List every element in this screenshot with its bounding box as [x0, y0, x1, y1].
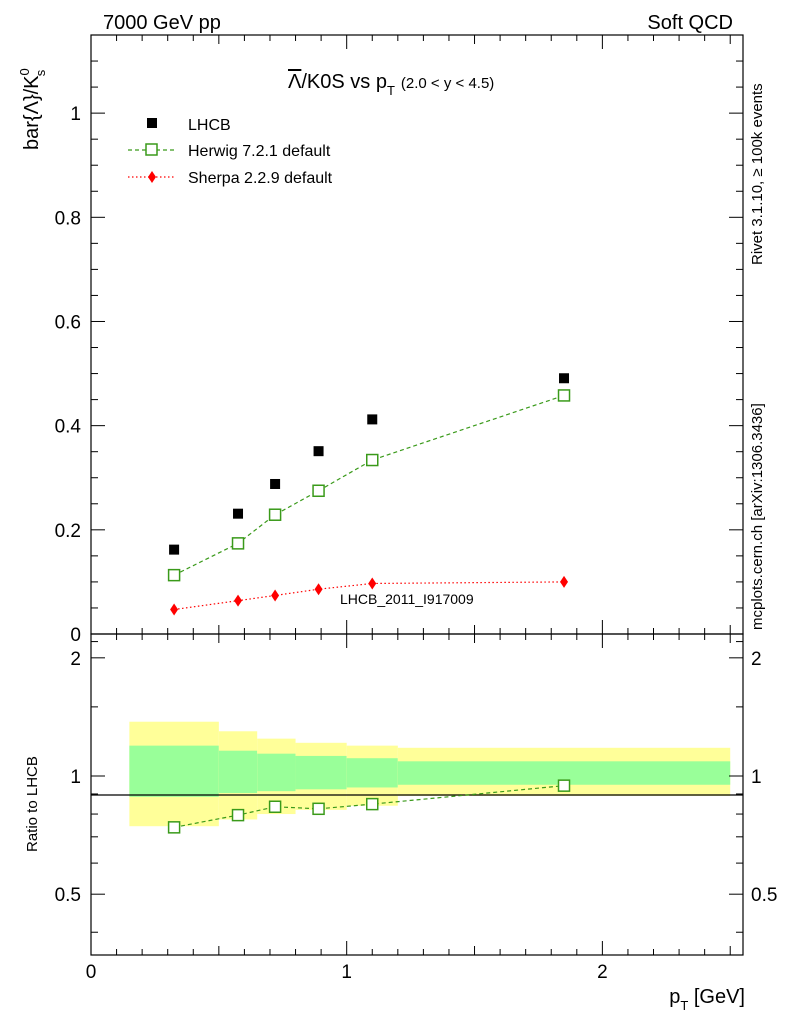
ratio-ytick-label-left: 0.5	[55, 885, 81, 906]
ratio-point-herwig	[268, 800, 282, 814]
ratio-panel-xtick-labels: 0 1 2	[86, 962, 608, 983]
ratio-panel-bands	[129, 721, 731, 827]
legend-marker-lhcb	[147, 118, 157, 128]
series-line	[173, 394, 565, 576]
xlabel-main: p	[669, 986, 680, 1008]
ratio-ytick-label-left: 2	[70, 649, 81, 670]
top-panel-ticks	[90, 35, 743, 635]
top-ytick-label: 0.4	[55, 417, 82, 438]
ratio-series-line	[173, 785, 565, 828]
uncertainty-band-inner	[295, 755, 347, 790]
data-point-lhcb	[559, 373, 570, 384]
xtick-label: 1	[341, 962, 352, 983]
xtick-label: 2	[597, 962, 608, 983]
xlabel-sub: T	[680, 998, 688, 1013]
x-axis-label: pT [GeV]	[669, 986, 745, 1013]
top-ytick-label: 1	[70, 104, 81, 125]
legend-marker-sherpa	[148, 171, 156, 183]
legend-marker-herwig	[145, 143, 158, 156]
data-point-sherpa	[314, 583, 323, 596]
uncertainty-band-inner	[257, 753, 296, 792]
header-left: 7000 GeV pp	[103, 12, 221, 34]
uncertainty-band-inner	[129, 745, 219, 797]
data-point-sherpa	[560, 575, 569, 588]
top-ytick-label: 0.8	[55, 208, 81, 229]
ratio-point-herwig	[231, 808, 245, 822]
legend: LHCB Herwig 7.2.1 default Sherpa 2.2.9 d…	[128, 117, 333, 187]
uncertainty-band-inner	[397, 761, 731, 785]
data-point-herwig	[167, 568, 181, 582]
data-point-lhcb	[233, 508, 244, 519]
ratio-panel-series	[167, 779, 571, 834]
ratio-panel-ytick-labels: 0.5 0.5 1 1 2 2	[55, 649, 778, 906]
data-point-sherpa	[271, 589, 280, 602]
data-point-lhcb	[367, 414, 378, 425]
top-ytick-label: 0	[70, 625, 81, 646]
data-point-herwig	[366, 453, 379, 467]
data-point-sherpa	[368, 577, 377, 590]
xtick-label: 0	[86, 962, 97, 983]
data-point-herwig	[231, 537, 245, 550]
data-point-sherpa	[234, 594, 243, 607]
legend-label-sherpa: Sherpa 2.2.9 default	[188, 170, 333, 187]
ratio-point-herwig	[557, 779, 571, 792]
analysis-watermark: LHCB_2011_I917009	[340, 591, 474, 607]
ratio-panel-frame	[90, 633, 744, 956]
title-range: (2.0 < y < 4.5)	[401, 75, 494, 92]
rivet-label: Rivet 3.1.10, ≥ 100k events	[749, 83, 766, 265]
title-overbar: Λ	[288, 71, 302, 93]
top-ylabel-sub: s	[33, 69, 48, 76]
data-point-sherpa	[170, 603, 179, 616]
top-ylabel-sup: 0	[17, 68, 32, 75]
ratio-panel-ticks	[90, 634, 743, 955]
top-ytick-label: 0.2	[55, 521, 81, 542]
ratio-point-herwig	[312, 802, 325, 816]
top-panel-ytick-labels: 0 0.2 0.4 0.6 0.8 1	[55, 104, 82, 646]
top-ytick-label: 0.6	[55, 312, 81, 333]
uncertainty-band-inner	[218, 750, 258, 794]
ratio-point-herwig	[167, 821, 181, 834]
data-point-lhcb	[270, 478, 281, 489]
data-point-lhcb	[313, 446, 324, 457]
ratio-ytick-label-right: 0.5	[751, 885, 777, 906]
title-sub: T	[387, 83, 395, 98]
plot-title: Λ/K0S vs pT (2.0 < y < 4.5)	[288, 71, 494, 98]
ratio-ylabel: Ratio to LHCB	[24, 756, 41, 852]
ratio-point-herwig	[366, 797, 379, 811]
header-right: Soft QCD	[647, 12, 733, 34]
title-rest: /K0S vs p	[301, 71, 387, 93]
ratio-ytick-label-left: 1	[70, 767, 81, 788]
top-ylabel: bar{Λ}/K0s	[17, 68, 48, 150]
top-panel-series	[167, 373, 571, 616]
top-ylabel-main: bar{Λ}/K	[21, 75, 43, 150]
data-point-herwig	[268, 508, 282, 521]
data-point-lhcb	[169, 544, 180, 555]
data-point-herwig	[312, 484, 325, 498]
ratio-ytick-label-right: 1	[751, 767, 762, 788]
mcplots-label: mcplots.cern.ch [arXiv:1306.3436]	[749, 403, 766, 630]
legend-label-herwig: Herwig 7.2.1 default	[188, 143, 331, 160]
xlabel-rest: [GeV]	[688, 986, 745, 1008]
legend-label-lhcb: LHCB	[188, 117, 231, 134]
data-point-herwig	[557, 389, 571, 402]
ratio-ytick-label-right: 2	[751, 649, 762, 670]
uncertainty-band-inner	[346, 758, 398, 788]
